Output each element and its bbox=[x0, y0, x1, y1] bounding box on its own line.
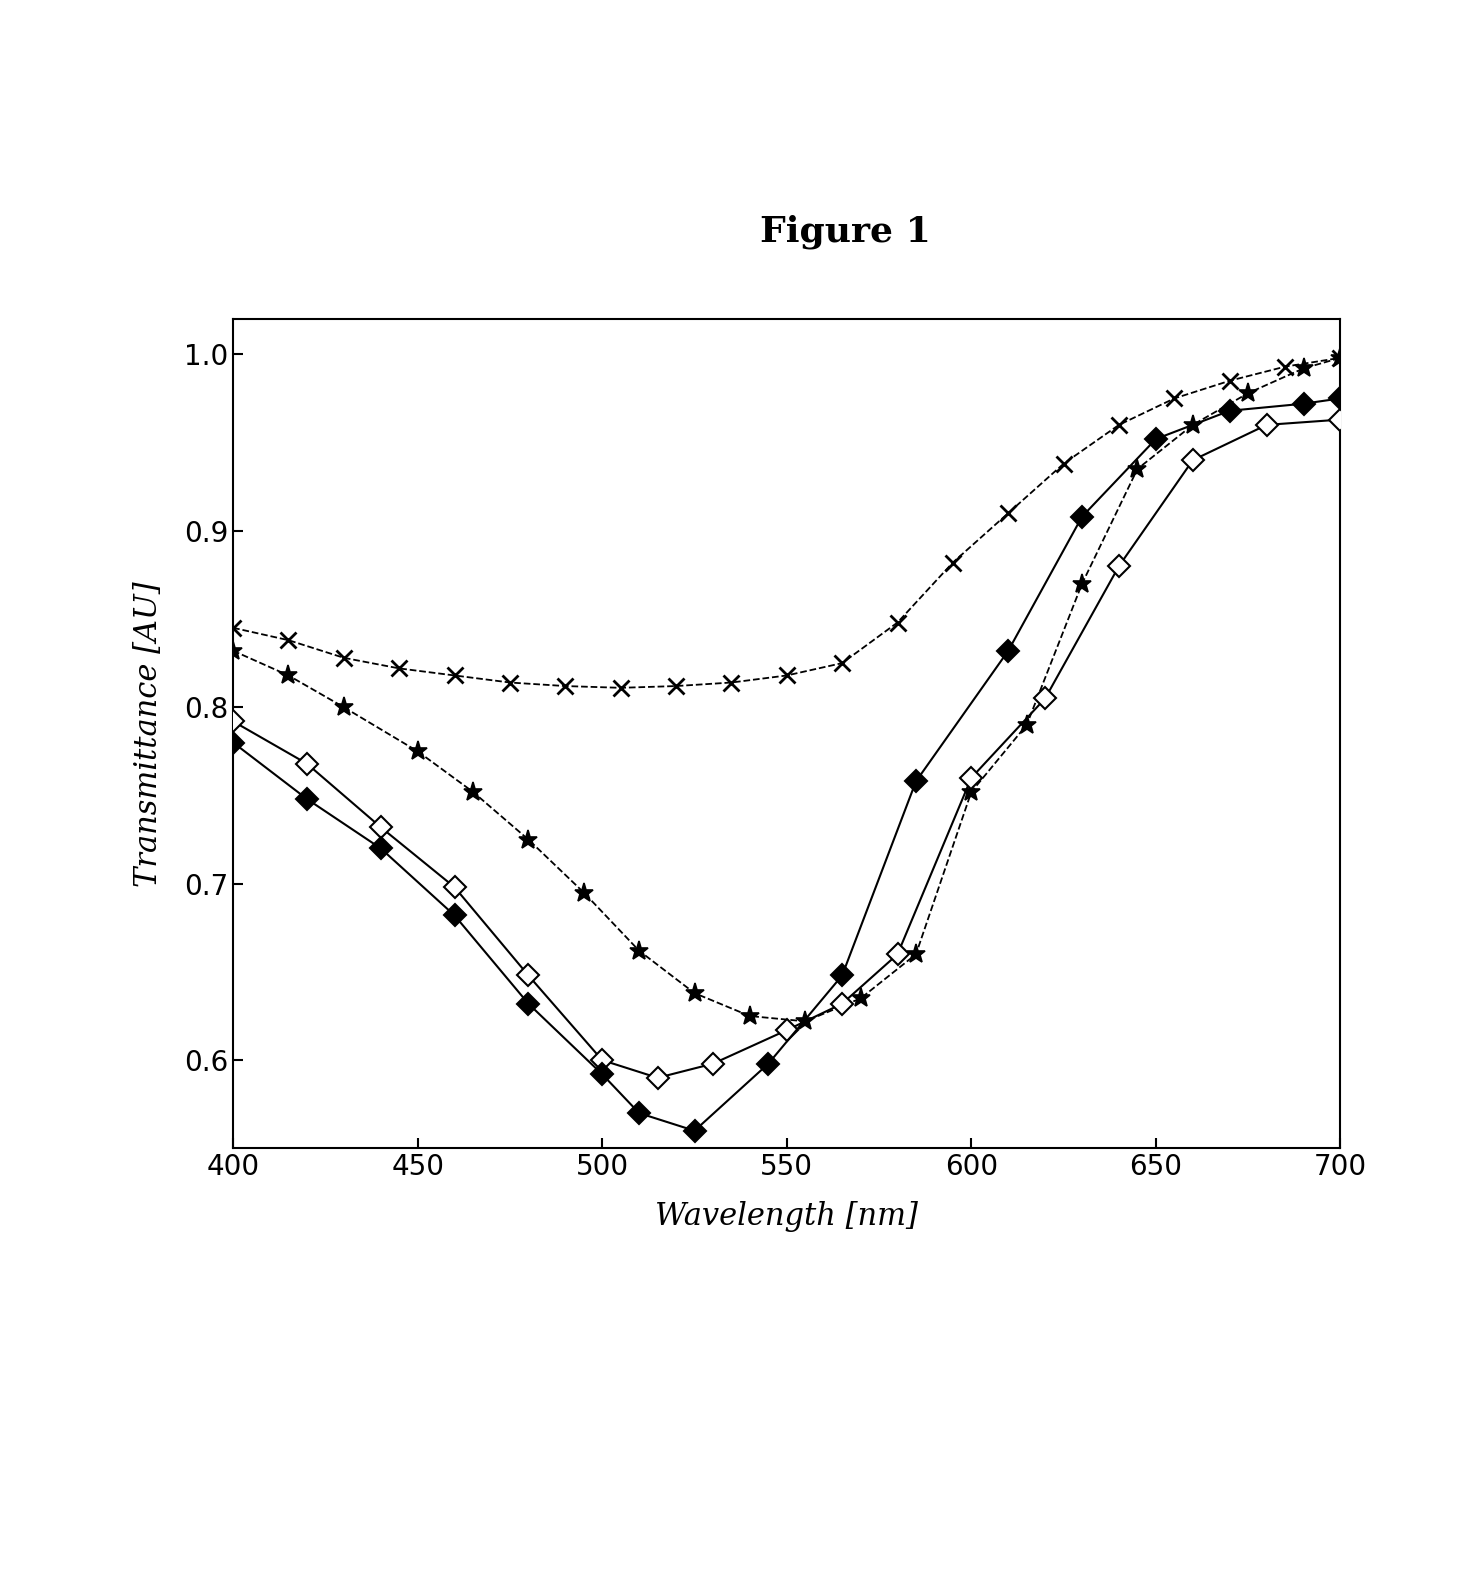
Text: Figure 1: Figure 1 bbox=[759, 214, 931, 249]
Y-axis label: Transmittance [AU]: Transmittance [AU] bbox=[134, 581, 165, 887]
X-axis label: Wavelength [nm]: Wavelength [nm] bbox=[656, 1201, 918, 1231]
